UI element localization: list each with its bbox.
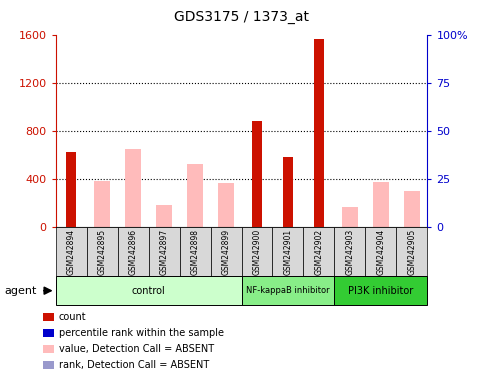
Text: GSM242902: GSM242902 (314, 228, 324, 275)
Text: count: count (59, 312, 86, 322)
Bar (125, 149, 141, 227)
Bar (242, 227, 272, 276)
Text: control: control (132, 286, 165, 296)
Bar (211, 227, 242, 276)
Bar (187, 164, 203, 227)
Text: GSM242903: GSM242903 (345, 228, 355, 275)
Bar (156, 205, 172, 227)
Bar (218, 184, 234, 227)
Bar (397, 227, 427, 276)
Bar (66, 152, 76, 227)
Text: GSM242905: GSM242905 (408, 228, 416, 275)
Text: value, Detection Call = ABSENT: value, Detection Call = ABSENT (59, 344, 214, 354)
Bar (94, 181, 110, 227)
Bar (242, 276, 334, 305)
Bar (56, 227, 86, 276)
Bar (252, 121, 262, 227)
Text: agent: agent (5, 286, 37, 296)
Bar (86, 227, 117, 276)
Bar (117, 227, 149, 276)
Text: GSM242900: GSM242900 (253, 228, 261, 275)
Text: GDS3175 / 1373_at: GDS3175 / 1373_at (174, 10, 309, 23)
Text: GSM242894: GSM242894 (67, 228, 75, 275)
Bar (404, 190, 420, 227)
Bar (366, 227, 397, 276)
Bar (342, 207, 358, 227)
Bar (180, 227, 211, 276)
Text: GSM242899: GSM242899 (222, 228, 230, 275)
Bar (284, 157, 293, 227)
Bar (56, 276, 242, 305)
Text: GSM242904: GSM242904 (376, 228, 385, 275)
Text: GSM242896: GSM242896 (128, 228, 138, 275)
Bar (303, 227, 334, 276)
Text: PI3K inhibitor: PI3K inhibitor (348, 286, 413, 296)
Bar (272, 227, 303, 276)
Text: GSM242901: GSM242901 (284, 228, 293, 275)
Text: GSM242895: GSM242895 (98, 228, 107, 275)
Text: GSM242897: GSM242897 (159, 228, 169, 275)
Text: NF-kappaB inhibitor: NF-kappaB inhibitor (246, 286, 330, 295)
Bar (373, 182, 389, 227)
Bar (334, 227, 366, 276)
Text: percentile rank within the sample: percentile rank within the sample (59, 328, 224, 338)
Bar (149, 227, 180, 276)
Bar (334, 276, 427, 305)
Bar (314, 40, 324, 227)
Text: GSM242898: GSM242898 (190, 228, 199, 275)
Text: rank, Detection Call = ABSENT: rank, Detection Call = ABSENT (59, 360, 209, 370)
